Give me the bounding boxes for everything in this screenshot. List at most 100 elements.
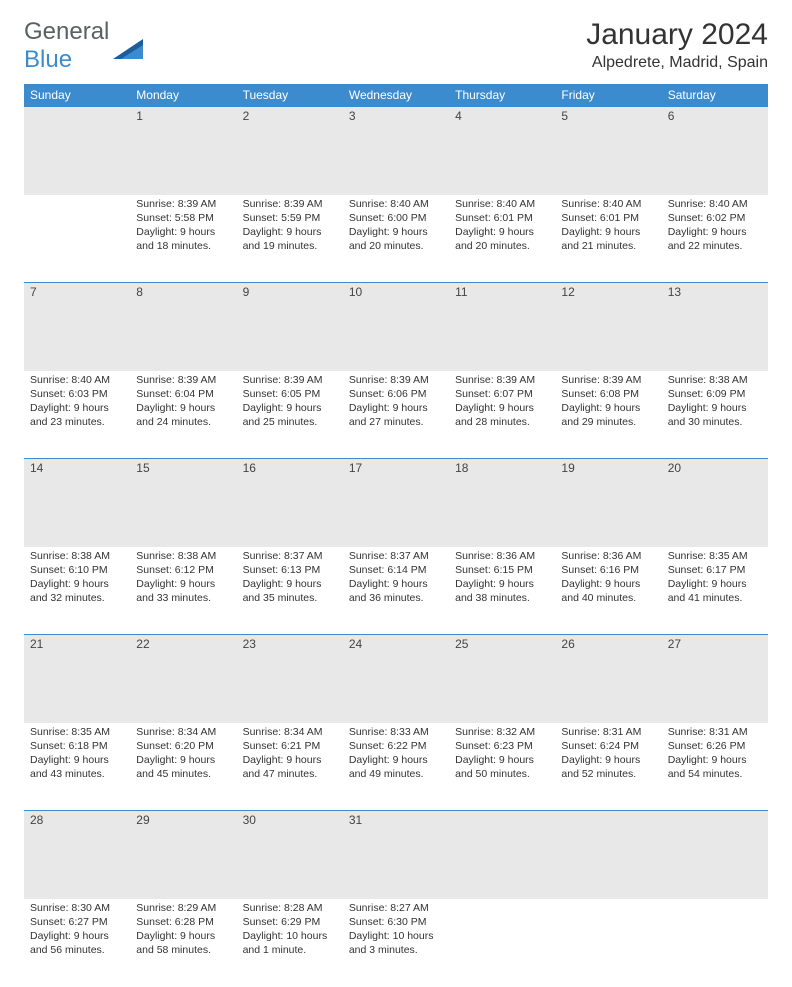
sunrise-text: Sunrise: 8:34 AM — [243, 725, 337, 739]
day-number-cell: 18 — [449, 459, 555, 547]
day-number-cell: 23 — [237, 635, 343, 723]
day-number-cell: 12 — [555, 283, 661, 371]
day-number-cell: 5 — [555, 107, 661, 195]
calendar-header-row: Sunday Monday Tuesday Wednesday Thursday… — [24, 84, 768, 107]
day-content-cell — [24, 195, 130, 283]
day-number: 14 — [24, 459, 130, 477]
sunrise-text: Sunrise: 8:40 AM — [668, 197, 762, 211]
sunrise-text: Sunrise: 8:40 AM — [30, 373, 124, 387]
day-content-cell: Sunrise: 8:39 AMSunset: 6:08 PMDaylight:… — [555, 371, 661, 459]
day-content-cell: Sunrise: 8:36 AMSunset: 6:15 PMDaylight:… — [449, 547, 555, 635]
day-number-cell: 3 — [343, 107, 449, 195]
sunrise-text: Sunrise: 8:36 AM — [455, 549, 549, 563]
day-content-cell: Sunrise: 8:30 AMSunset: 6:27 PMDaylight:… — [24, 899, 130, 987]
day-content-cell: Sunrise: 8:27 AMSunset: 6:30 PMDaylight:… — [343, 899, 449, 987]
day-number-cell: 20 — [662, 459, 768, 547]
logo-text: General Blue — [24, 18, 109, 74]
daylight-text: Daylight: 9 hours and 30 minutes. — [668, 401, 762, 429]
sunrise-text: Sunrise: 8:29 AM — [136, 901, 230, 915]
sunrise-text: Sunrise: 8:38 AM — [136, 549, 230, 563]
day-number-cell: 22 — [130, 635, 236, 723]
sunset-text: Sunset: 6:15 PM — [455, 563, 549, 577]
calendar-week-daynums: 14151617181920 — [24, 459, 768, 547]
sunrise-text: Sunrise: 8:40 AM — [455, 197, 549, 211]
day-number: 19 — [555, 459, 661, 477]
day-content: Sunrise: 8:35 AMSunset: 6:18 PMDaylight:… — [24, 723, 130, 788]
day-content-cell: Sunrise: 8:35 AMSunset: 6:17 PMDaylight:… — [662, 547, 768, 635]
day-number-cell: 30 — [237, 811, 343, 899]
day-content: Sunrise: 8:34 AMSunset: 6:21 PMDaylight:… — [237, 723, 343, 788]
sunset-text: Sunset: 6:06 PM — [349, 387, 443, 401]
sunset-text: Sunset: 6:04 PM — [136, 387, 230, 401]
day-number: 24 — [343, 635, 449, 653]
daylight-text: Daylight: 9 hours and 33 minutes. — [136, 577, 230, 605]
sunrise-text: Sunrise: 8:40 AM — [349, 197, 443, 211]
day-content — [555, 899, 661, 907]
day-number-cell: 13 — [662, 283, 768, 371]
day-content-cell: Sunrise: 8:40 AMSunset: 6:02 PMDaylight:… — [662, 195, 768, 283]
day-content-cell — [555, 899, 661, 987]
day-content-cell: Sunrise: 8:32 AMSunset: 6:23 PMDaylight:… — [449, 723, 555, 811]
day-content: Sunrise: 8:38 AMSunset: 6:09 PMDaylight:… — [662, 371, 768, 436]
dow-monday: Monday — [130, 84, 236, 107]
day-content-cell: Sunrise: 8:38 AMSunset: 6:10 PMDaylight:… — [24, 547, 130, 635]
day-content-cell: Sunrise: 8:29 AMSunset: 6:28 PMDaylight:… — [130, 899, 236, 987]
sunset-text: Sunset: 6:23 PM — [455, 739, 549, 753]
daylight-text: Daylight: 9 hours and 28 minutes. — [455, 401, 549, 429]
daylight-text: Daylight: 9 hours and 20 minutes. — [349, 225, 443, 253]
day-content: Sunrise: 8:37 AMSunset: 6:14 PMDaylight:… — [343, 547, 449, 612]
dow-tuesday: Tuesday — [237, 84, 343, 107]
day-number-cell: 6 — [662, 107, 768, 195]
calendar-week-daynums: 78910111213 — [24, 283, 768, 371]
daylight-text: Daylight: 9 hours and 36 minutes. — [349, 577, 443, 605]
day-number: 17 — [343, 459, 449, 477]
day-number — [24, 107, 130, 125]
day-content-cell — [449, 899, 555, 987]
daylight-text: Daylight: 9 hours and 52 minutes. — [561, 753, 655, 781]
sunset-text: Sunset: 6:27 PM — [30, 915, 124, 929]
sunset-text: Sunset: 6:07 PM — [455, 387, 549, 401]
daylight-text: Daylight: 9 hours and 40 minutes. — [561, 577, 655, 605]
sunset-text: Sunset: 6:03 PM — [30, 387, 124, 401]
sunrise-text: Sunrise: 8:38 AM — [668, 373, 762, 387]
sunset-text: Sunset: 6:26 PM — [668, 739, 762, 753]
dow-friday: Friday — [555, 84, 661, 107]
sunrise-text: Sunrise: 8:37 AM — [243, 549, 337, 563]
day-number-cell: 10 — [343, 283, 449, 371]
day-content: Sunrise: 8:39 AMSunset: 5:58 PMDaylight:… — [130, 195, 236, 260]
daylight-text: Daylight: 9 hours and 38 minutes. — [455, 577, 549, 605]
day-content: Sunrise: 8:27 AMSunset: 6:30 PMDaylight:… — [343, 899, 449, 964]
day-number-cell — [24, 107, 130, 195]
day-content: Sunrise: 8:38 AMSunset: 6:12 PMDaylight:… — [130, 547, 236, 612]
daylight-text: Daylight: 9 hours and 58 minutes. — [136, 929, 230, 957]
logo-word-blue: Blue — [24, 46, 72, 73]
sunset-text: Sunset: 6:21 PM — [243, 739, 337, 753]
dow-sunday: Sunday — [24, 84, 130, 107]
day-content-cell: Sunrise: 8:39 AMSunset: 6:06 PMDaylight:… — [343, 371, 449, 459]
day-content-cell: Sunrise: 8:38 AMSunset: 6:12 PMDaylight:… — [130, 547, 236, 635]
calendar-week-content: Sunrise: 8:35 AMSunset: 6:18 PMDaylight:… — [24, 723, 768, 811]
sunset-text: Sunset: 6:16 PM — [561, 563, 655, 577]
day-number-cell: 29 — [130, 811, 236, 899]
calendar-table: Sunday Monday Tuesday Wednesday Thursday… — [24, 84, 768, 987]
day-content-cell — [662, 899, 768, 987]
dow-saturday: Saturday — [662, 84, 768, 107]
sunrise-text: Sunrise: 8:39 AM — [561, 373, 655, 387]
sunset-text: Sunset: 6:08 PM — [561, 387, 655, 401]
daylight-text: Daylight: 9 hours and 21 minutes. — [561, 225, 655, 253]
header: General Blue January 2024 Alpedrete, Mad… — [24, 18, 768, 74]
day-number: 30 — [237, 811, 343, 829]
day-number-cell: 7 — [24, 283, 130, 371]
day-content: Sunrise: 8:39 AMSunset: 6:04 PMDaylight:… — [130, 371, 236, 436]
sunset-text: Sunset: 5:59 PM — [243, 211, 337, 225]
sunrise-text: Sunrise: 8:31 AM — [668, 725, 762, 739]
day-number: 15 — [130, 459, 236, 477]
calendar-week-content: Sunrise: 8:40 AMSunset: 6:03 PM Daylight:… — [24, 371, 768, 459]
sunrise-text: Sunrise: 8:35 AM — [668, 549, 762, 563]
sunrise-text: Sunrise: 8:34 AM — [136, 725, 230, 739]
day-content: Sunrise: 8:40 AMSunset: 6:02 PMDaylight:… — [662, 195, 768, 260]
day-number-cell: 14 — [24, 459, 130, 547]
sunrise-text: Sunrise: 8:33 AM — [349, 725, 443, 739]
sunset-text: Sunset: 6:24 PM — [561, 739, 655, 753]
dow-thursday: Thursday — [449, 84, 555, 107]
